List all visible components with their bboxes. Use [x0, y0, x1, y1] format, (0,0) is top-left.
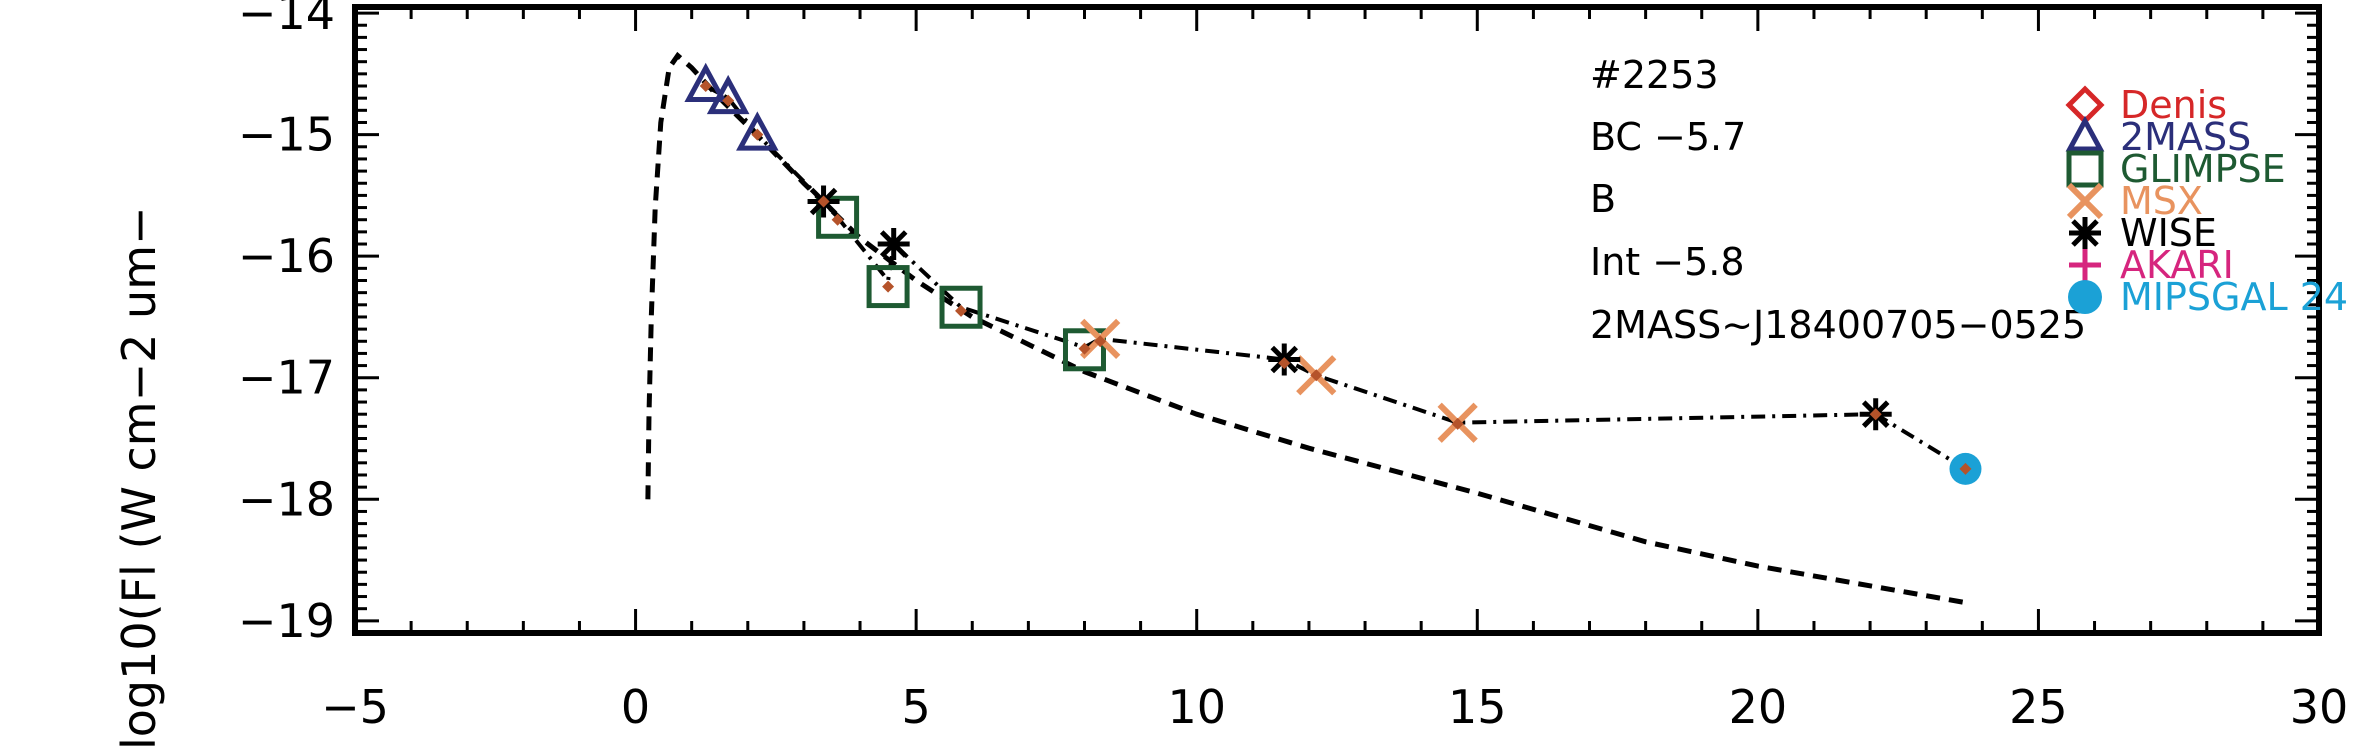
model-point-marker	[1310, 369, 1323, 382]
x-tick-label: 5	[902, 680, 931, 734]
model-point-marker	[1869, 408, 1882, 421]
annotation-text: 2MASS~J18400705−0525	[1590, 303, 2086, 347]
model-point-marker	[722, 94, 735, 107]
curves	[645, 51, 1967, 606]
x-tick-label: 0	[621, 680, 650, 734]
sed-curve-dashdot	[704, 84, 1967, 471]
legend-label: MSX	[2120, 179, 2203, 223]
model-point-marker	[1078, 342, 1091, 355]
model-point-marker	[1959, 462, 1972, 475]
legend-x-icon	[2066, 182, 2104, 220]
model-point-marker	[1451, 417, 1464, 430]
model-point-marker	[699, 80, 712, 93]
triangle-marker	[706, 74, 750, 115]
legend-label: 2MASS	[2120, 115, 2251, 159]
square-marker	[866, 265, 910, 309]
legend-label: GLIMPSE	[2120, 147, 2286, 191]
square-marker	[1062, 328, 1106, 372]
model-point-marker	[1278, 357, 1291, 370]
legend-circle-icon	[2068, 280, 2102, 314]
model-point-marker	[817, 195, 830, 208]
x-tick-label: −5	[321, 680, 389, 734]
y-tick-label: −15	[238, 108, 335, 162]
x-tick-label: 20	[1729, 680, 1788, 734]
annotation-text: #2253	[1590, 53, 1719, 97]
model-point-marker	[955, 304, 968, 317]
axis-ticks	[353, 7, 2321, 635]
legend-label: MIPSGAL 24	[2120, 275, 2348, 319]
legend-asterisk-icon	[2069, 217, 2101, 249]
x-tick-label: 25	[2009, 680, 2068, 734]
annotation-text: BC −5.7	[1590, 115, 1746, 159]
x-tick-labels: −5 0 5 10 15 20 25 30	[321, 680, 2348, 734]
triangle-marker	[684, 62, 728, 103]
y-tick-labels: −14 −15 −16 −17 −18 −19	[238, 0, 335, 648]
plot-frame	[352, 4, 2322, 636]
annotation-text: Int −5.8	[1590, 240, 1745, 284]
legend-label: WISE	[2120, 211, 2217, 255]
x-tick-label: 10	[1167, 680, 1226, 734]
model-point-marker	[751, 128, 764, 141]
x-tick-label: 30	[2290, 680, 2349, 734]
asterisk-marker	[877, 228, 910, 261]
model-curve-dashed	[645, 51, 1966, 606]
y-tick-label: −17	[238, 351, 335, 405]
y-tick-label: −19	[238, 594, 335, 648]
y-tick-label: −18	[238, 472, 335, 526]
model-point-marker	[882, 280, 895, 293]
y-tick-label: −14	[238, 0, 335, 40]
legend-square-icon	[2066, 150, 2104, 188]
y-axis-title: log10(Fl (W cm−2 um−	[112, 206, 166, 750]
legend-label: Denis	[2120, 83, 2227, 127]
annotation-text: B	[1590, 177, 1616, 221]
annotations: #2253 BC −5.7 B Int −5.8 2MASS~J18400705−052…	[1590, 53, 2086, 347]
data-markers	[684, 62, 1982, 485]
legend-plus-icon	[2069, 249, 2101, 281]
model-point-marker	[1094, 335, 1107, 348]
y-tick-label: −16	[238, 229, 335, 283]
triangle-marker	[736, 111, 779, 151]
model-point-marker	[831, 213, 844, 226]
legend-triangle-icon	[2065, 115, 2105, 152]
square-marker	[816, 195, 860, 239]
x-tick-label: 15	[1448, 680, 1507, 734]
legend-label: AKARI	[2120, 243, 2234, 287]
square-marker	[939, 285, 983, 329]
